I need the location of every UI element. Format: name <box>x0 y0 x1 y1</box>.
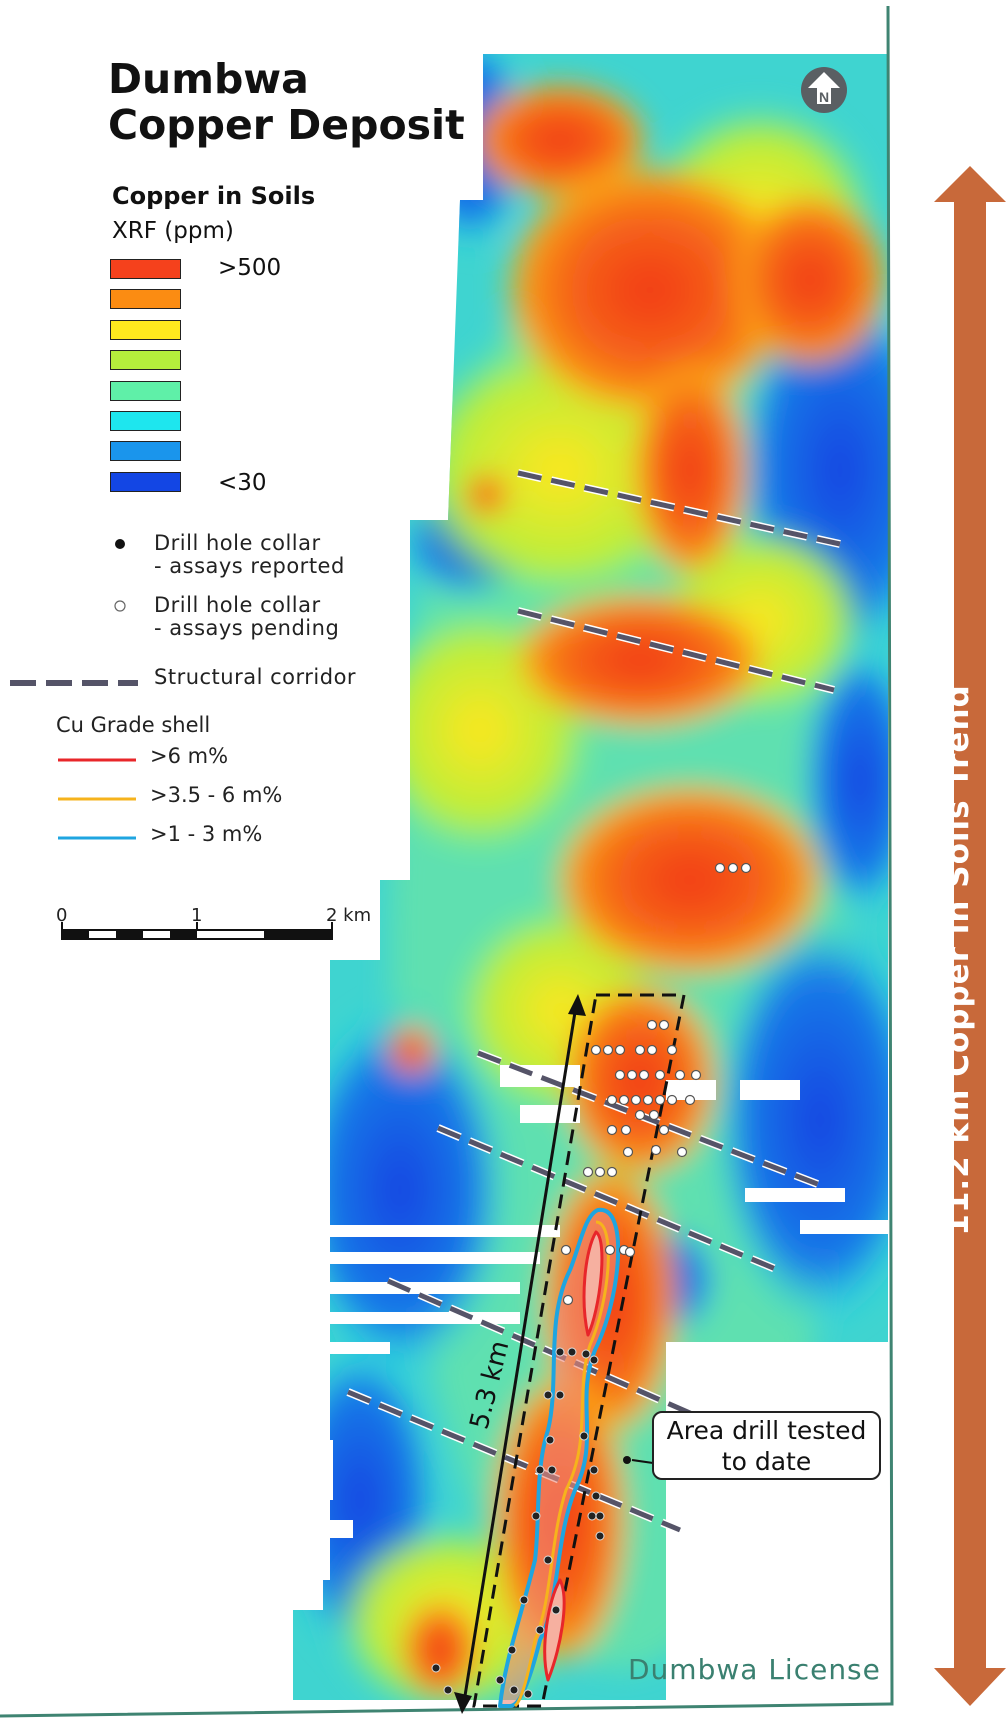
legend-assays-reported-line2: - assays reported <box>154 554 345 578</box>
soil-geochemistry-grid <box>293 54 888 1700</box>
grade-shells <box>498 1207 621 1708</box>
north-arrow-icon: N <box>801 67 847 113</box>
legend-assays-pending-line1: Drill hole collar <box>154 593 321 617</box>
legend-grade-high: >6 m% <box>150 744 229 768</box>
drill-tested-callout: Area drill tested to date <box>652 1411 881 1480</box>
callout-line2: to date <box>721 1447 812 1476</box>
callout-line1: Area drill tested <box>666 1416 867 1445</box>
trend-label: 11.2 km Copper in Soils Trend <box>940 684 976 1236</box>
legend-min-label: <30 <box>218 470 267 496</box>
structural-corridor-lines <box>347 470 841 1533</box>
license-boundary <box>0 5 894 1718</box>
grade-shell-high <box>582 1230 604 1337</box>
drill-length-arrow <box>454 994 586 1714</box>
trend-arrow <box>934 166 1006 1706</box>
legend-assays-reported: Drill hole collar - assays reported <box>154 532 345 578</box>
legend-grade-shell-title: Cu Grade shell <box>56 713 211 737</box>
legend-structural-corridor: Structural corridor <box>154 665 357 689</box>
legend-swatch-yellow <box>110 319 181 340</box>
legend-swatch-orange <box>110 289 181 310</box>
legend-assays-pending-line2: - assays pending <box>154 616 340 640</box>
map-title-line1: Dumbwa <box>108 55 309 103</box>
map-title-line2: Copper Deposit <box>108 101 465 149</box>
scale-tick-1: 1 <box>191 905 203 926</box>
grade-shell-mid <box>513 1220 610 1708</box>
north-label: N <box>819 89 829 105</box>
scale-tick-0: 0 <box>56 905 68 926</box>
scale-tick-2: 2 km <box>326 905 372 926</box>
legend-swatch-light-blue <box>110 441 181 462</box>
legend-assays-pending: Drill hole collar - assays pending <box>154 594 339 640</box>
legend-graphics <box>10 539 138 840</box>
legend-swatch-red <box>110 259 181 279</box>
legend-max-label: >500 <box>218 255 282 281</box>
map-title: Dumbwa Copper Deposit <box>108 56 465 148</box>
legend-grade-mid: >3.5 - 6 m% <box>150 783 283 807</box>
legend-swatch-lime <box>110 350 181 371</box>
drill-collars-reported <box>431 1347 605 1699</box>
legend-swatch-dark-blue <box>110 471 181 492</box>
callout-leader <box>623 1456 654 1464</box>
legend-assays-reported-line1: Drill hole collar <box>154 531 321 555</box>
legend-grade-low: >1 - 3 m% <box>150 822 263 846</box>
scale-bar <box>61 922 333 940</box>
drill-collars-pending <box>560 862 752 1306</box>
legend-unit: XRF (ppm) <box>112 218 234 244</box>
legend-swatch-aqua-green <box>110 380 181 401</box>
legend-heading: Copper in Soils <box>112 182 316 210</box>
legend-swatch-cyan <box>110 411 181 431</box>
license-label: Dumbwa License <box>628 1653 881 1686</box>
